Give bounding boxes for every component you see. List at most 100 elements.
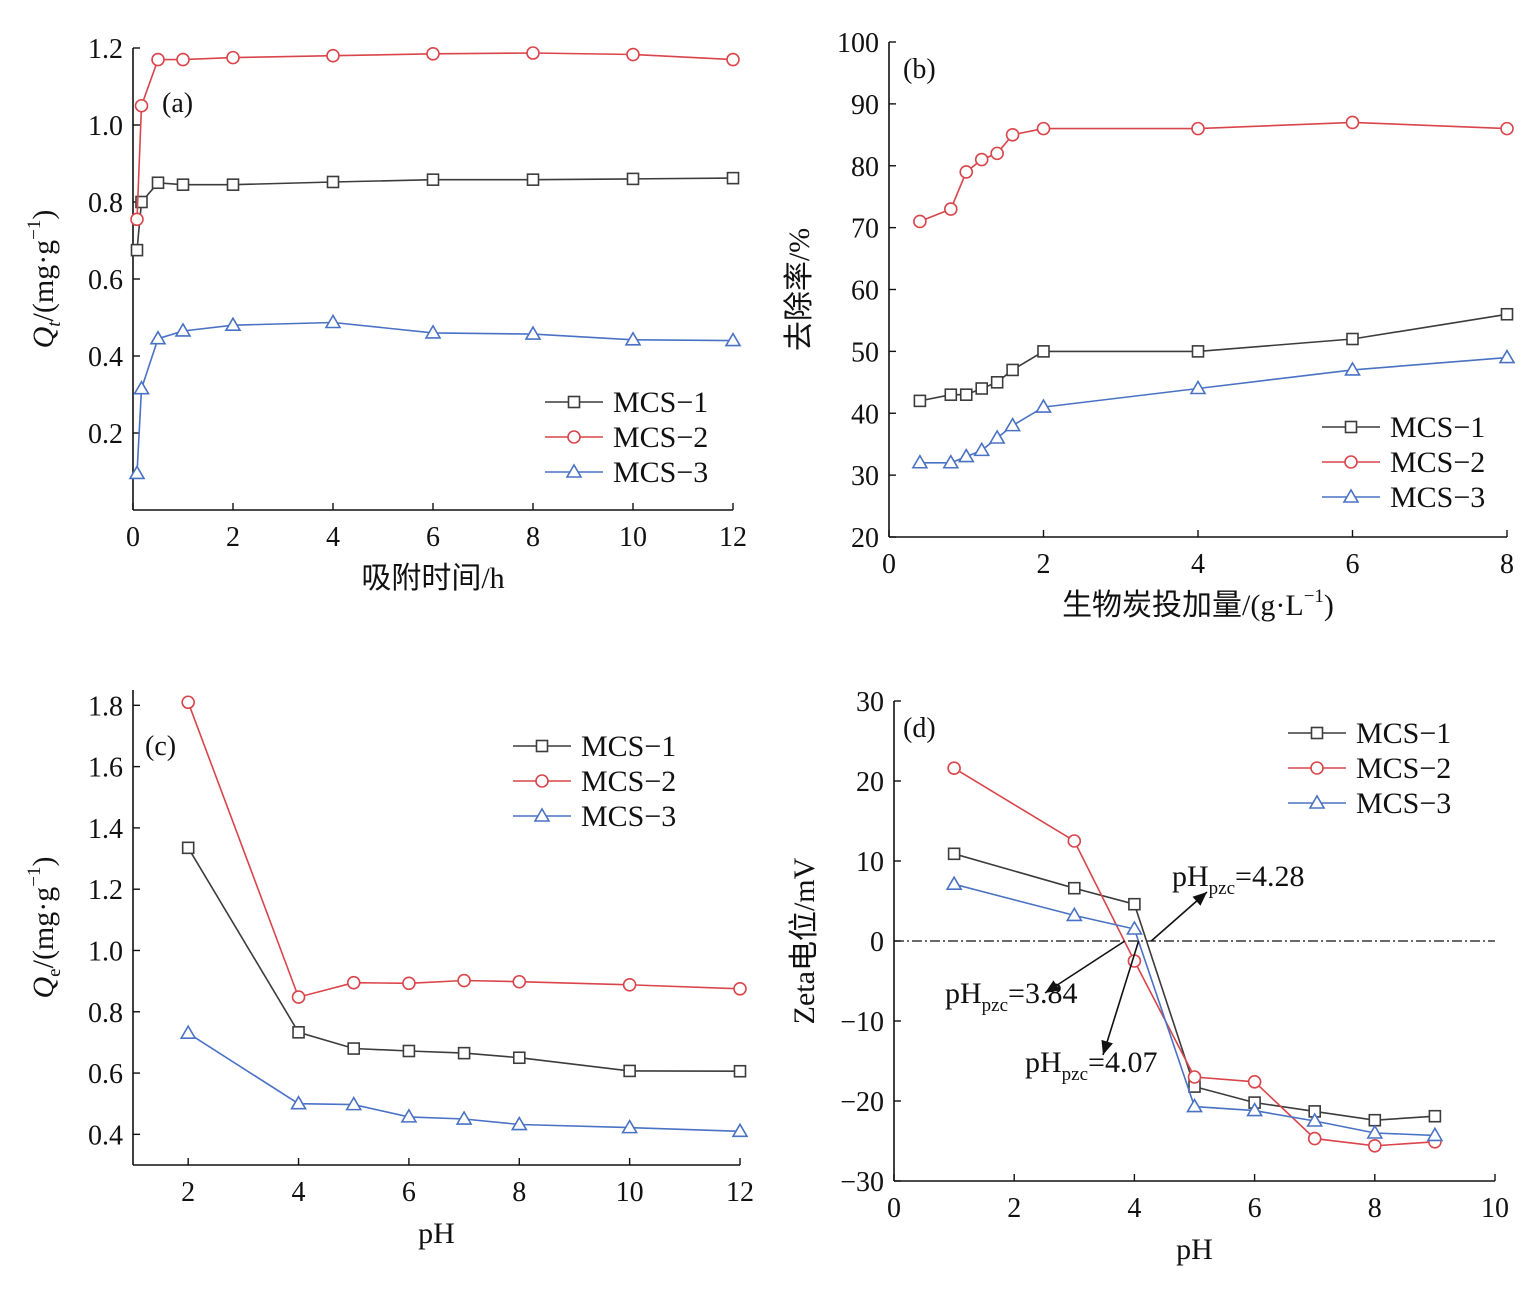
x-tick-label: 8 (526, 522, 540, 553)
panel-label: (d) (903, 713, 936, 744)
legend-marker (1310, 761, 1324, 775)
x-tick-label: 4 (326, 522, 340, 553)
data-point (959, 388, 973, 401)
x-tick-label: 8 (1368, 1193, 1382, 1224)
data-point (402, 976, 416, 991)
y-tick-label: 0 (870, 927, 884, 958)
y-tick-label: 1.8 (88, 691, 123, 722)
data-point (1005, 128, 1020, 142)
data-point (1247, 1075, 1262, 1089)
x-axis-label: 生物炭投加量/(g·L−1) (1062, 586, 1334, 622)
data-point (324, 313, 342, 329)
data-point (1037, 345, 1050, 358)
data-point (174, 322, 192, 337)
y-tick-label: 1.2 (88, 34, 123, 65)
y-axis-label: 去除率/% (783, 228, 816, 351)
x-tick-label: 6 (426, 522, 440, 553)
legend-marker (535, 774, 549, 788)
legend-label: MCS−3 (1390, 481, 1485, 514)
panel-label: (a) (162, 88, 193, 119)
legend-label: MCS−1 (613, 386, 708, 419)
y-axis-label: Qe/(mg·g−1) (24, 857, 65, 999)
data-point (426, 173, 440, 186)
pzc-annotation-subscript: pzc (1209, 878, 1235, 899)
y-axis-label: Zeta电位/mV (788, 857, 821, 1024)
data-point (623, 1064, 636, 1078)
y-tick-label: 60 (851, 276, 879, 307)
legend-label: MCS−2 (581, 765, 676, 798)
data-point (1035, 398, 1052, 413)
legend-marker (567, 395, 581, 409)
y-tick-label: 1.2 (88, 875, 123, 906)
y-tick-label: 20 (856, 767, 884, 798)
pzc-annotation: pHpzc=4.28 (1150, 860, 1304, 942)
series-1 (130, 171, 740, 257)
data-point (1067, 834, 1082, 848)
data-point (135, 195, 148, 209)
y-axis-label-symbol: Q (27, 976, 60, 998)
data-point (1426, 1126, 1444, 1142)
data-point (621, 1119, 639, 1134)
x-tick-label: 12 (719, 522, 747, 553)
data-point (624, 331, 642, 346)
y-tick-label: −10 (840, 1007, 884, 1038)
legend-entry: MCS−2 (545, 421, 708, 454)
data-point (346, 975, 361, 990)
data-point (400, 1108, 418, 1123)
data-point (1068, 881, 1081, 895)
data-point (226, 178, 240, 191)
data-point (426, 46, 440, 61)
data-point (724, 332, 742, 347)
data-point (292, 1026, 305, 1039)
data-point (943, 202, 958, 216)
x-tick-label: 8 (1500, 549, 1514, 580)
data-point (133, 380, 150, 395)
pzc-annotation-main: pH (1025, 1046, 1062, 1079)
data-point (402, 1044, 416, 1058)
x-axis-label-text: 生物炭投加量/(g·L (1062, 589, 1304, 622)
x-tick-label: 4 (1127, 1193, 1141, 1224)
data-point (1346, 332, 1359, 346)
data-point (181, 841, 195, 855)
x-tick-label: 2 (226, 522, 240, 553)
x-tick-label: 2 (181, 1177, 195, 1208)
pzc-annotation-value: =3.84 (1008, 977, 1077, 1010)
legend-label: MCS−3 (1356, 787, 1451, 820)
y-axis-label-close: ) (27, 210, 60, 220)
pzc-annotation: pHpzc=3.84 (945, 940, 1126, 1016)
x-tick-label: 10 (619, 522, 647, 553)
data-point (1004, 417, 1021, 432)
data-point (176, 52, 190, 67)
series-1 (181, 841, 747, 1078)
data-point (290, 1095, 307, 1110)
data-point (224, 316, 242, 332)
data-point (1187, 1070, 1202, 1084)
y-axis-label-close: ) (27, 857, 60, 867)
y-tick-label: 100 (837, 28, 879, 59)
y-axis-label-text: Zeta电位/mV (788, 857, 821, 1024)
data-point (1307, 1131, 1322, 1146)
data-point (626, 172, 640, 186)
y-tick-label: 0.8 (88, 998, 123, 1029)
x-axis-label-close: ) (1324, 589, 1334, 622)
legend-entry: MCS−3 (1322, 481, 1485, 514)
data-point (947, 847, 961, 861)
data-point (134, 98, 149, 113)
pzc-annotation: pHpzc=4.07 (1025, 940, 1157, 1085)
x-tick-label: 8 (512, 1177, 526, 1208)
legend-entry: MCS−3 (545, 456, 708, 489)
series-line (136, 177, 734, 251)
data-point (424, 324, 442, 339)
series-3 (179, 1024, 749, 1138)
data-point (911, 454, 929, 469)
y-axis-label-unit: /(mg·g (27, 240, 60, 322)
data-point (733, 981, 747, 996)
series-3 (945, 875, 1444, 1142)
y-tick-label: 10 (856, 847, 884, 878)
pzc-annotation-value: =4.07 (1088, 1046, 1157, 1079)
x-tick-label: 10 (616, 1177, 644, 1208)
x-tick-label: 4 (1191, 549, 1205, 580)
pzc-arrow-line (1102, 940, 1140, 1056)
data-point (130, 243, 144, 257)
